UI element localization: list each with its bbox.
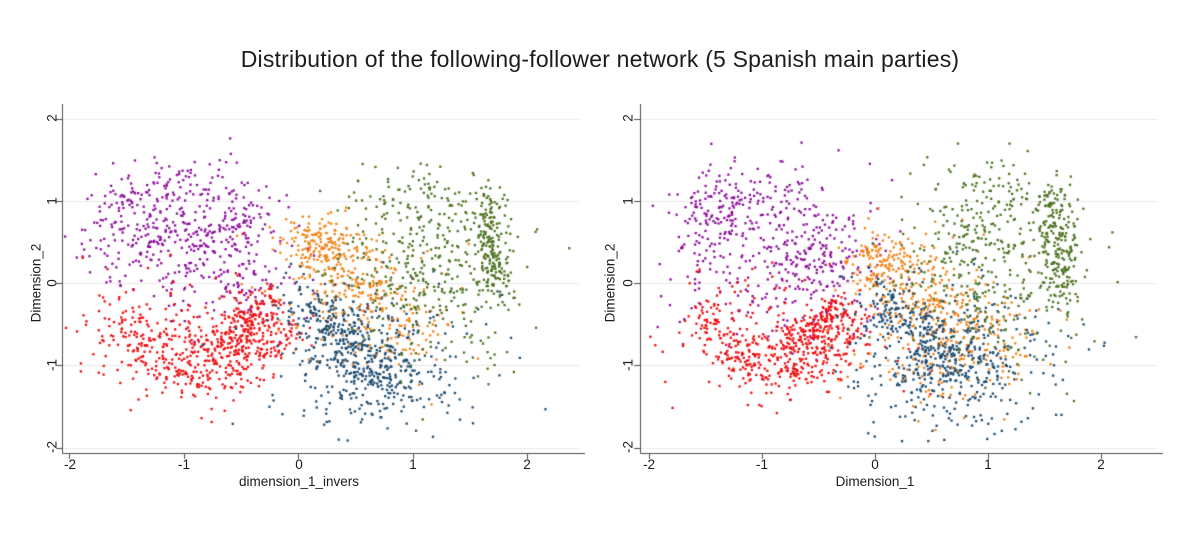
right-ytick-1: 1 — [620, 197, 636, 205]
right-ytick-m2: -2 — [620, 440, 636, 454]
left-ytick-m2: -2 — [44, 440, 60, 454]
left-xaxis-title: dimension_1_invers — [238, 474, 360, 489]
left-ytick-1: 1 — [44, 197, 60, 205]
right-xtick-2: 2 — [1097, 457, 1105, 472]
right-xaxis-title: Dimension_1 — [835, 474, 915, 489]
left-ytick-2: 2 — [44, 114, 60, 122]
right-ytick-2: 2 — [620, 114, 636, 122]
left-xtick-1: 1 — [409, 457, 417, 472]
right-xtick-1: 1 — [984, 457, 992, 472]
right-scatter-plot — [630, 100, 1165, 462]
chart-title: Distribution of the following-follower n… — [240, 46, 960, 72]
left-ytick-m1: -1 — [44, 358, 60, 372]
left-ytick-0: 0 — [44, 279, 60, 287]
left-xtick-0: 0 — [295, 457, 303, 472]
right-xtick-0: 0 — [871, 457, 879, 472]
left-yaxis-title: Dimension_2 — [28, 243, 44, 323]
right-yaxis-title: Dimension_2 — [602, 243, 618, 323]
left-xtick-2: 2 — [523, 457, 531, 472]
right-xtick-m1: -1 — [755, 457, 768, 472]
left-xtick-m2: -2 — [63, 457, 76, 472]
left-xtick-m1: -1 — [177, 457, 190, 472]
right-xtick-m2: -2 — [642, 457, 655, 472]
right-ytick-m1: -1 — [620, 358, 636, 372]
right-ytick-0: 0 — [620, 279, 636, 287]
left-scatter-plot — [52, 100, 587, 462]
